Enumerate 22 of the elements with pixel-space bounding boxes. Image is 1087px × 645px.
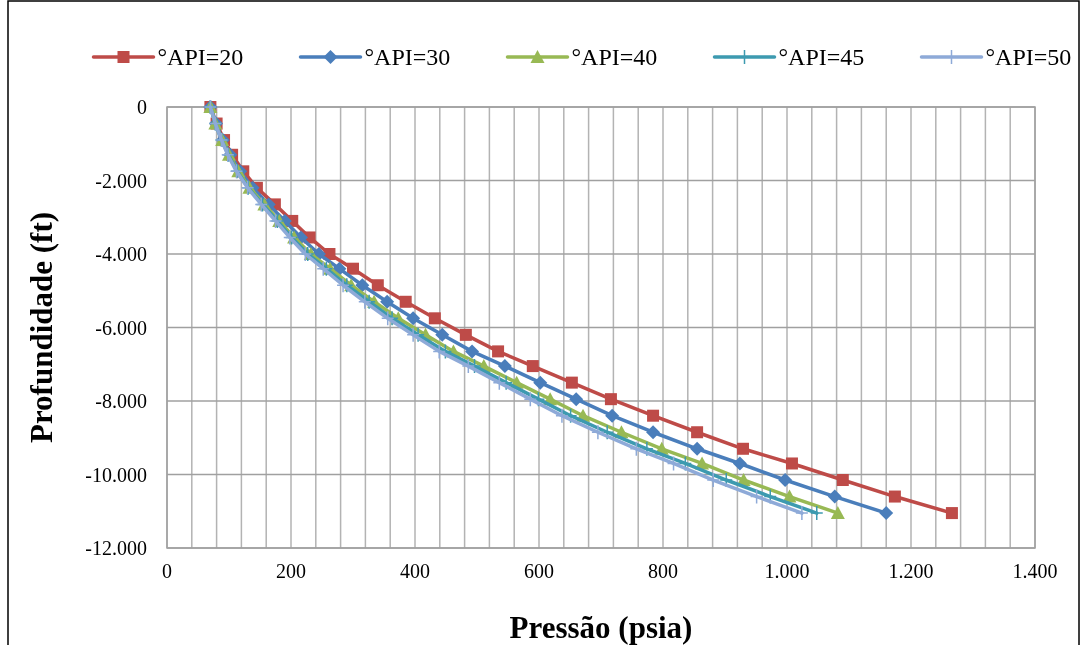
legend-label: °API=30 (364, 44, 451, 70)
y-tick-label: -2.000 (95, 169, 147, 192)
legend-label: °API=20 (157, 44, 244, 70)
x-tick-label: 1.000 (764, 560, 810, 582)
x-axis-title: Pressão (psia) (509, 610, 693, 645)
y-tick-label: -10.000 (85, 463, 147, 486)
legend-label: °API=50 (985, 44, 1072, 70)
x-tick-label: 1.200 (888, 560, 934, 582)
x-tick-label: 400 (400, 560, 430, 582)
y-tick-label: 0 (137, 96, 147, 118)
y-tick-label: -12.000 (85, 537, 147, 559)
legend-label: °API=40 (571, 44, 658, 70)
y-tick-label: -6.000 (95, 316, 147, 339)
legend-label: °API=45 (778, 44, 865, 70)
x-tick-label: 800 (648, 560, 678, 582)
y-tick-label: -4.000 (95, 243, 147, 265)
y-axis-title: Profundidade (ft) (24, 211, 59, 444)
x-tick-label: 600 (524, 560, 554, 582)
x-tick-label: 1.400 (1012, 560, 1058, 582)
x-tick-label: 0 (162, 560, 172, 582)
x-tick-label: 200 (276, 560, 306, 582)
y-tick-label: -8.000 (95, 390, 147, 412)
